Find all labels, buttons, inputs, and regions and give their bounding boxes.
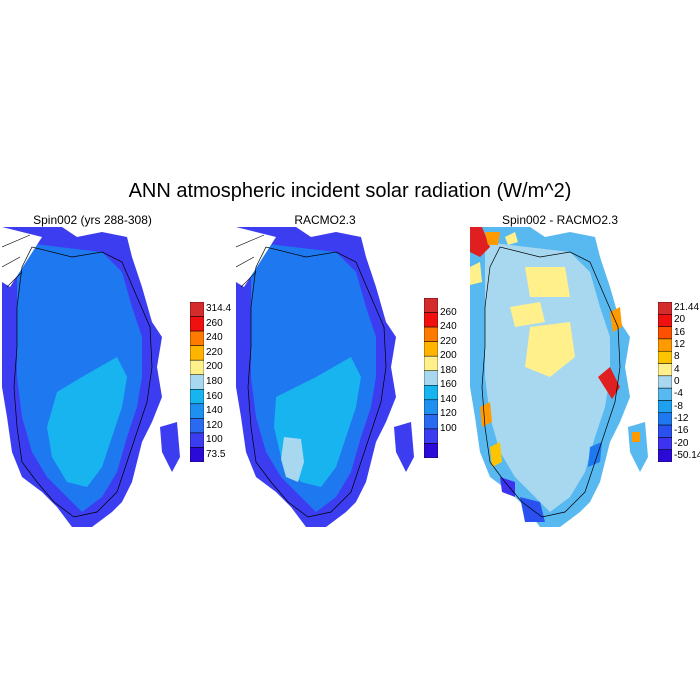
colorbar-swatch	[658, 412, 672, 426]
colorbar-label: -8	[674, 400, 683, 412]
panel-3-map	[470, 227, 650, 527]
colorbar-3	[658, 302, 672, 462]
colorbar-swatch	[424, 326, 438, 342]
colorbar-label: 314.4	[206, 303, 232, 315]
colorbar-label: -50.14	[674, 449, 700, 461]
colorbar-swatch	[424, 355, 438, 371]
colorbar-swatch	[658, 424, 672, 438]
colorbar-label: 21.44	[674, 302, 700, 314]
colorbar-1	[190, 302, 204, 462]
colorbar-swatch	[424, 341, 438, 357]
colorbar-label: 240	[440, 321, 457, 333]
colorbar-swatch	[190, 389, 204, 405]
panel-2-colorbar: 260 240 220 200 180 160 140 120 100	[424, 298, 504, 458]
panel-1-title: Spin002 (yrs 288-308)	[33, 213, 152, 227]
colorbar-swatch	[190, 359, 204, 375]
colorbar-label: 16	[674, 326, 686, 338]
colorbar-swatch	[658, 350, 672, 364]
colorbar-swatch	[190, 316, 204, 332]
colorbar-label: 260	[440, 306, 457, 318]
colorbar-label: 0	[674, 376, 680, 387]
colorbar-swatch	[658, 302, 672, 315]
colorbar-swatch	[190, 447, 204, 462]
panel-3-title: Spin002 - RACMO2.3	[501, 213, 619, 227]
colorbar-label: 200	[206, 361, 223, 373]
colorbar-label: 8	[674, 351, 680, 363]
colorbar-swatch	[424, 399, 438, 415]
colorbar-swatch	[658, 314, 672, 327]
panel-3-colorbar: 21.44 20 16 12 8 4 0 -4 -8 -12 -16 -20 -50.14	[658, 302, 700, 462]
colorbar-swatch	[658, 326, 672, 340]
colorbar-label: 100	[440, 422, 457, 434]
panel-1-map	[2, 227, 182, 527]
colorbar-swatch	[190, 403, 204, 419]
greenland-map-2	[236, 227, 414, 527]
colorbar-swatch	[424, 443, 438, 458]
colorbar-label: 180	[440, 364, 457, 376]
colorbar-swatch	[190, 418, 204, 434]
colorbar-swatch	[658, 400, 672, 414]
colorbar-label: 220	[440, 335, 457, 347]
colorbar-swatch	[424, 385, 438, 401]
colorbar-label: 220	[206, 346, 223, 358]
colorbar-2	[424, 298, 438, 458]
colorbar-label: -4	[674, 388, 683, 400]
colorbar-swatch	[190, 345, 204, 361]
panel-2-title: RACMO2.3	[294, 213, 356, 227]
greenland-map-3	[470, 227, 648, 527]
colorbar-swatch	[190, 374, 204, 390]
colorbar-label: -12	[674, 412, 689, 424]
colorbar-label: -20	[674, 437, 689, 449]
colorbar-swatch	[190, 432, 204, 448]
colorbar-label: 4	[674, 363, 680, 375]
panel-1-colorbar: 314.4 260 240 220 200 180 160 140 120 100 73.5	[190, 302, 270, 462]
colorbar-label: 180	[206, 376, 223, 387]
colorbar-swatch	[658, 437, 672, 450]
colorbar-label: 120	[440, 408, 457, 420]
colorbar-label: 20	[674, 314, 686, 326]
colorbar-label: 100	[206, 434, 223, 446]
colorbar-label: 160	[206, 390, 223, 402]
colorbar-label: 140	[206, 405, 223, 417]
colorbar-label: 140	[440, 393, 457, 405]
colorbar-swatch	[658, 387, 672, 401]
colorbar-label: 240	[206, 332, 223, 344]
colorbar-swatch	[424, 428, 438, 444]
colorbar-label: 120	[206, 419, 223, 431]
colorbar-label: 260	[206, 317, 223, 329]
colorbar-label: 12	[674, 339, 686, 351]
panel-2-map	[236, 227, 416, 527]
greenland-map-1	[2, 227, 180, 527]
colorbar-label: -16	[674, 425, 689, 437]
colorbar-label: 73.5	[206, 448, 226, 460]
figure-title: ANN atmospheric incident solar radiation…	[128, 180, 572, 202]
colorbar-swatch	[424, 298, 438, 313]
colorbar-swatch	[658, 449, 672, 462]
colorbar-swatch	[190, 330, 204, 346]
colorbar-swatch	[424, 312, 438, 328]
colorbar-swatch	[424, 414, 438, 430]
colorbar-swatch	[658, 375, 672, 389]
colorbar-swatch	[190, 302, 204, 317]
colorbar-label: 160	[440, 379, 457, 391]
colorbar-label: 200	[440, 350, 457, 362]
colorbar-swatch	[424, 370, 438, 386]
colorbar-swatch	[658, 338, 672, 352]
colorbar-swatch	[658, 363, 672, 377]
